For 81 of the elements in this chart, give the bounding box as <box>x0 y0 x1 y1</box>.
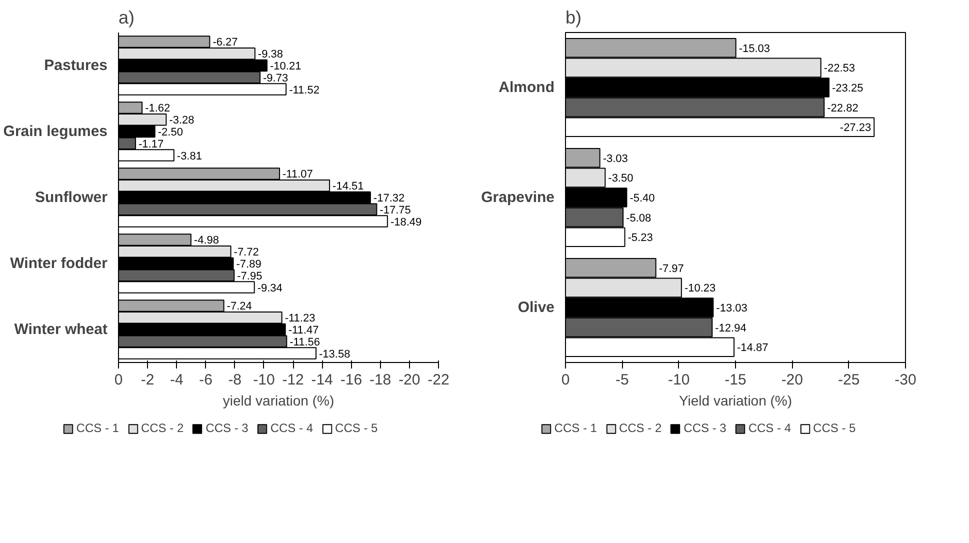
data-label: -4.98 <box>194 234 220 247</box>
y-tick-label: Grain legumes <box>3 123 108 140</box>
y-tick-label: Winter wheat <box>14 321 108 338</box>
x-tick-label: -15 <box>724 372 746 388</box>
data-label: -2.50 <box>158 126 183 138</box>
data-label: -9.34 <box>257 282 282 294</box>
data-label: -3.50 <box>608 172 634 185</box>
chart-title: a) <box>118 8 135 28</box>
data-label: -10.23 <box>684 282 716 295</box>
x-tick-label: 0 <box>561 372 570 388</box>
legend-label: CCS - 2 <box>140 421 184 435</box>
x-tick-label: -20 <box>781 372 804 388</box>
data-label: -11.07 <box>282 168 313 181</box>
data-label: -15.03 <box>738 42 770 55</box>
legend-label: CCS - 1 <box>76 421 119 435</box>
data-label: -5.40 <box>630 192 655 204</box>
x-tick-label: -22 <box>428 372 450 388</box>
chart-title: b) <box>566 8 582 28</box>
data-label: -5.23 <box>628 232 653 244</box>
data-label: -10.21 <box>270 60 302 72</box>
data-label: -11.56 <box>290 336 320 348</box>
data-label: -11.23 <box>284 312 316 325</box>
legend-label: CCS - 2 <box>618 421 662 435</box>
y-tick-label: Sunflower <box>35 189 108 206</box>
data-label: -17.32 <box>373 192 405 204</box>
legend-label: CCS - 4 <box>270 421 314 435</box>
data-label: -3.81 <box>176 150 202 162</box>
data-label: -9.73 <box>263 72 288 84</box>
x-tick-label: -30 <box>894 372 916 388</box>
x-tick-label: -18 <box>369 372 392 388</box>
data-label: -9.38 <box>258 48 284 61</box>
x-tick-label: -2 <box>140 372 154 388</box>
x-tick-label: -8 <box>228 372 242 388</box>
x-tick-label: -5 <box>616 372 629 388</box>
data-label: -1.17 <box>138 138 164 150</box>
data-label: -27.23 <box>840 122 872 134</box>
legend-label: CCS - 5 <box>813 421 856 435</box>
x-tick-label: -14 <box>311 372 333 388</box>
data-label: -6.27 <box>212 36 238 49</box>
x-tick-label: -10 <box>668 372 690 388</box>
x-tick-label: -20 <box>398 372 420 388</box>
data-label: -12.94 <box>715 322 746 334</box>
data-label: -14.51 <box>332 180 364 193</box>
data-label: -18.49 <box>390 216 422 228</box>
data-label: -17.75 <box>380 204 411 216</box>
x-tick-label: -6 <box>199 372 212 388</box>
legend-label: CCS - 4 <box>748 421 792 435</box>
y-tick-label: Almond <box>498 79 555 96</box>
data-label: -7.95 <box>237 270 262 282</box>
data-label: -11.47 <box>288 324 319 336</box>
data-label: -22.53 <box>824 62 856 75</box>
y-tick-label: Pastures <box>44 57 108 74</box>
data-label: -7.89 <box>236 258 262 270</box>
data-label: -3.28 <box>169 114 194 127</box>
data-label: -22.82 <box>827 102 858 114</box>
data-label: -7.97 <box>658 262 684 275</box>
data-label: -23.25 <box>832 82 864 94</box>
x-tick-label: 0 <box>114 372 123 388</box>
x-tick-label: -25 <box>838 372 860 388</box>
data-label: -13.03 <box>716 302 748 314</box>
data-label: -3.03 <box>602 152 628 165</box>
x-tick-label: -10 <box>253 372 275 388</box>
x-axis-title: Yield variation (%) <box>678 392 792 408</box>
x-tick-label: -12 <box>282 372 304 388</box>
data-label: -11.52 <box>289 84 320 96</box>
legend-label: CCS - 1 <box>554 421 597 435</box>
legend-label: CCS - 3 <box>684 421 726 435</box>
y-tick-label: Olive <box>518 299 554 316</box>
data-label: -14.87 <box>737 342 768 354</box>
legend-label: CCS - 3 <box>206 421 248 435</box>
x-tick-label: -16 <box>340 372 362 388</box>
data-label: -7.72 <box>234 246 259 259</box>
x-axis-title: yield variation (%) <box>222 392 334 408</box>
data-label: -13.58 <box>319 348 350 360</box>
y-tick-label: Grapevine <box>481 189 555 206</box>
y-tick-label: Winter fodder <box>10 255 108 272</box>
x-tick-label: -4 <box>170 372 184 388</box>
data-label: -7.24 <box>226 300 252 313</box>
data-label: -5.08 <box>626 212 652 224</box>
legend-label: CCS - 5 <box>335 421 378 435</box>
data-label: -1.62 <box>145 102 170 115</box>
